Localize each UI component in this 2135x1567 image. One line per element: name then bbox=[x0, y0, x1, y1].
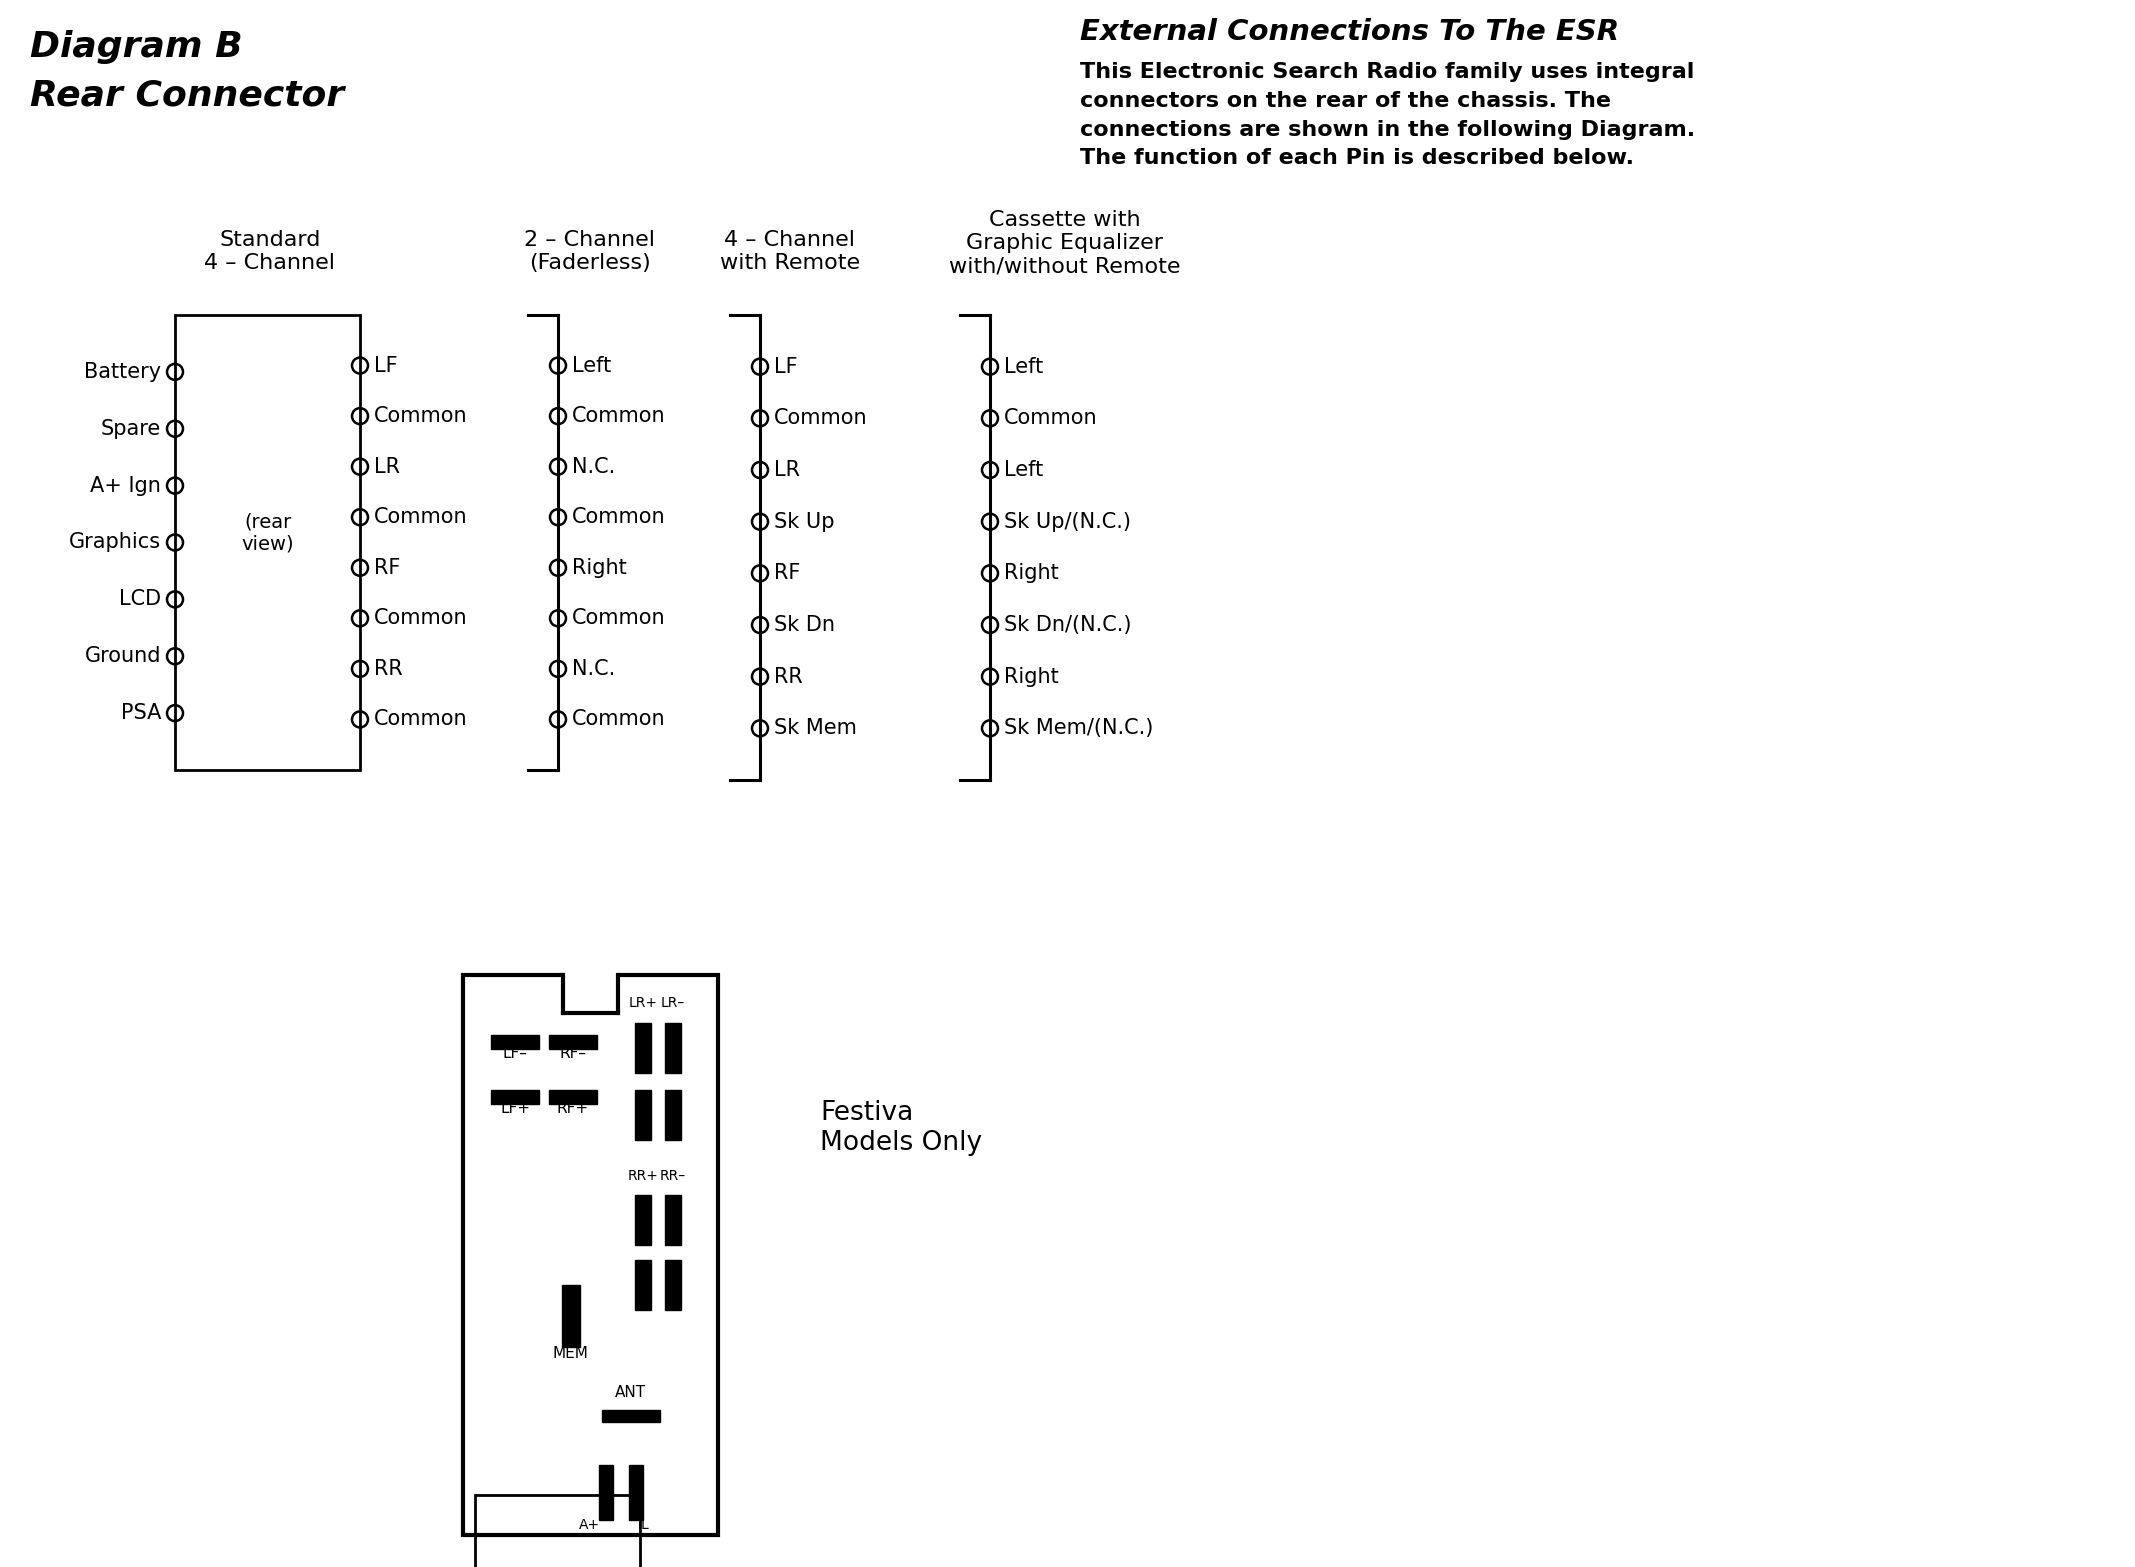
Bar bbox=[602, 1410, 660, 1421]
Text: Common: Common bbox=[572, 608, 666, 628]
Text: LR+: LR+ bbox=[628, 997, 658, 1011]
Text: Common: Common bbox=[1003, 409, 1097, 428]
Text: Sk Mem: Sk Mem bbox=[775, 718, 856, 738]
Bar bbox=[634, 1023, 651, 1073]
Text: ANT: ANT bbox=[615, 1385, 647, 1399]
Text: Common: Common bbox=[374, 406, 468, 426]
Bar bbox=[634, 1091, 651, 1141]
Text: LCD: LCD bbox=[120, 589, 160, 610]
Text: Sk Dn: Sk Dn bbox=[775, 614, 835, 635]
Bar bbox=[474, 1495, 640, 1567]
Bar bbox=[562, 1285, 579, 1348]
Text: Common: Common bbox=[374, 710, 468, 730]
Text: External Connections To The ESR: External Connections To The ESR bbox=[1080, 17, 1618, 45]
Text: Sk Up/(N.C.): Sk Up/(N.C.) bbox=[1003, 512, 1132, 531]
Text: Battery: Battery bbox=[83, 362, 160, 382]
Text: A+ Ign: A+ Ign bbox=[90, 476, 160, 495]
Text: Spare: Spare bbox=[100, 418, 160, 439]
Text: RF–: RF– bbox=[559, 1047, 587, 1061]
Text: LF+: LF+ bbox=[500, 1102, 529, 1116]
Text: RF: RF bbox=[374, 558, 401, 578]
Text: LR: LR bbox=[775, 461, 801, 480]
Bar bbox=[664, 1196, 681, 1246]
Bar bbox=[491, 1091, 538, 1105]
Bar bbox=[549, 1091, 598, 1105]
Text: Ground: Ground bbox=[85, 646, 160, 666]
Text: Right: Right bbox=[1003, 563, 1059, 583]
Text: Sk Mem/(N.C.): Sk Mem/(N.C.) bbox=[1003, 718, 1153, 738]
Text: Right: Right bbox=[572, 558, 628, 578]
Text: Common: Common bbox=[374, 508, 468, 527]
Text: N.C.: N.C. bbox=[572, 456, 615, 476]
Text: MEM: MEM bbox=[553, 1346, 589, 1362]
Text: Sk Dn/(N.C.): Sk Dn/(N.C.) bbox=[1003, 614, 1132, 635]
Text: Cassette with
Graphic Equalizer
with/without Remote: Cassette with Graphic Equalizer with/wit… bbox=[950, 210, 1181, 276]
Text: RR–: RR– bbox=[660, 1169, 685, 1183]
Text: RR: RR bbox=[775, 666, 803, 686]
Text: LF: LF bbox=[775, 357, 798, 376]
Text: Common: Common bbox=[572, 710, 666, 730]
Bar bbox=[549, 1034, 598, 1048]
Text: (rear
view): (rear view) bbox=[241, 512, 295, 553]
Bar bbox=[664, 1023, 681, 1073]
Text: Sk Up: Sk Up bbox=[775, 512, 835, 531]
Text: IL: IL bbox=[638, 1518, 649, 1533]
Text: Standard
4 – Channel: Standard 4 – Channel bbox=[205, 230, 335, 273]
Text: Left: Left bbox=[1003, 461, 1044, 480]
Bar bbox=[564, 972, 617, 1015]
Bar bbox=[598, 1465, 613, 1520]
Text: Graphics: Graphics bbox=[68, 533, 160, 553]
Text: PSA: PSA bbox=[120, 704, 160, 722]
Text: Right: Right bbox=[1003, 666, 1059, 686]
Text: 2 – Channel
(Faderless): 2 – Channel (Faderless) bbox=[525, 230, 655, 273]
Text: Left: Left bbox=[1003, 357, 1044, 376]
Bar bbox=[175, 315, 361, 769]
Text: RF: RF bbox=[775, 563, 801, 583]
Text: Rear Connector: Rear Connector bbox=[30, 78, 344, 111]
Bar bbox=[664, 1260, 681, 1310]
Text: N.C.: N.C. bbox=[572, 658, 615, 679]
Bar bbox=[664, 1091, 681, 1141]
Text: A+: A+ bbox=[579, 1518, 600, 1533]
Text: Common: Common bbox=[374, 608, 468, 628]
Text: LF–: LF– bbox=[502, 1047, 527, 1061]
Text: RF+: RF+ bbox=[557, 1102, 589, 1116]
Text: Left: Left bbox=[572, 356, 611, 376]
Text: RR+: RR+ bbox=[628, 1169, 658, 1183]
Bar bbox=[634, 1196, 651, 1246]
Text: Common: Common bbox=[572, 406, 666, 426]
Text: Festiva
Models Only: Festiva Models Only bbox=[820, 1100, 982, 1156]
Bar bbox=[634, 1260, 651, 1310]
Text: This Electronic Search Radio family uses integral
connectors on the rear of the : This Electronic Search Radio family uses… bbox=[1080, 63, 1695, 168]
Text: Common: Common bbox=[775, 409, 867, 428]
Text: Diagram B: Diagram B bbox=[30, 30, 243, 64]
Text: LR–: LR– bbox=[662, 997, 685, 1011]
Bar bbox=[628, 1465, 643, 1520]
Text: Common: Common bbox=[572, 508, 666, 527]
Text: LF: LF bbox=[374, 356, 397, 376]
Text: LR: LR bbox=[374, 456, 399, 476]
Bar bbox=[463, 975, 717, 1536]
Text: 4 – Channel
with Remote: 4 – Channel with Remote bbox=[719, 230, 860, 273]
Bar bbox=[491, 1034, 538, 1048]
Text: RR: RR bbox=[374, 658, 404, 679]
